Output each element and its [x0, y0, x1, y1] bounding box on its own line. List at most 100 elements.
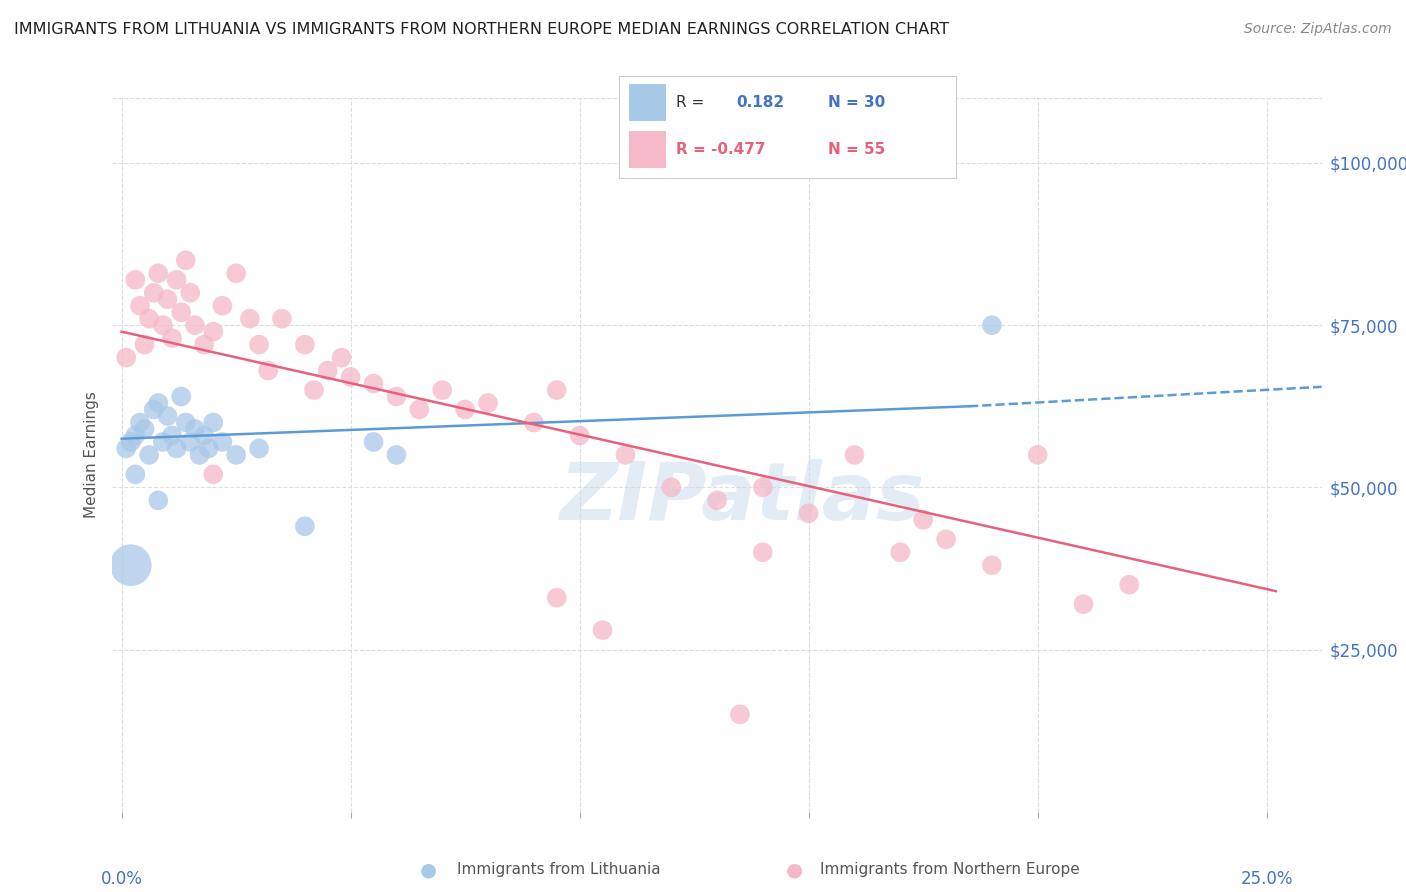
Point [294, 337, 316, 351]
Point [148, 493, 170, 508]
Point [271, 311, 294, 326]
Point [179, 285, 201, 300]
Point [889, 545, 911, 559]
Point [477, 396, 499, 410]
Text: Immigrants from Northern Europe: Immigrants from Northern Europe [820, 863, 1080, 877]
Point [202, 416, 225, 430]
Point [115, 351, 138, 365]
Point [184, 422, 207, 436]
Point [156, 409, 179, 423]
Point [202, 467, 225, 482]
Point [316, 363, 339, 377]
Text: Source: ZipAtlas.com: Source: ZipAtlas.com [1244, 22, 1392, 37]
Point [330, 351, 353, 365]
Point [115, 442, 138, 456]
Text: N = 55: N = 55 [828, 142, 886, 157]
Text: ZIPatlas: ZIPatlas [558, 458, 924, 537]
Point [247, 442, 270, 456]
Point [1026, 448, 1049, 462]
Point [339, 370, 361, 384]
Point [408, 402, 430, 417]
Point [659, 480, 682, 494]
Point [225, 448, 247, 462]
Point [197, 442, 219, 456]
FancyBboxPatch shape [628, 84, 666, 121]
Point [142, 285, 165, 300]
Point [184, 318, 207, 333]
Point [546, 383, 568, 397]
Point [523, 416, 546, 430]
Point [239, 311, 262, 326]
Point [614, 448, 637, 462]
Point [166, 273, 188, 287]
Point [174, 253, 197, 268]
Point [134, 337, 156, 351]
Text: 25.0%: 25.0% [1240, 870, 1294, 888]
Point [138, 448, 160, 462]
Point [363, 434, 385, 449]
Point [152, 318, 174, 333]
Point [188, 448, 211, 462]
Point [1073, 597, 1095, 611]
Point [302, 383, 325, 397]
Point [592, 623, 614, 637]
Point [124, 273, 146, 287]
Text: N = 30: N = 30 [828, 95, 886, 110]
Point [170, 390, 193, 404]
Text: ●: ● [786, 860, 803, 880]
Point [134, 422, 156, 436]
Point [568, 428, 591, 442]
Text: ●: ● [420, 860, 437, 880]
Point [170, 305, 193, 319]
Point [124, 428, 146, 442]
Text: R = -0.477: R = -0.477 [676, 142, 765, 157]
Point [935, 533, 957, 547]
Point [363, 376, 385, 391]
Text: IMMIGRANTS FROM LITHUANIA VS IMMIGRANTS FROM NORTHERN EUROPE MEDIAN EARNINGS COR: IMMIGRANTS FROM LITHUANIA VS IMMIGRANTS … [14, 22, 949, 37]
Point [211, 299, 233, 313]
Text: 0.0%: 0.0% [101, 870, 142, 888]
Point [166, 442, 188, 456]
Point [797, 506, 820, 520]
Point [138, 311, 160, 326]
Point [202, 325, 225, 339]
Point [148, 266, 170, 280]
FancyBboxPatch shape [628, 131, 666, 168]
Point [148, 396, 170, 410]
Point [432, 383, 454, 397]
Point [546, 591, 568, 605]
Point [247, 337, 270, 351]
Point [124, 467, 146, 482]
Point [257, 363, 280, 377]
Point [129, 299, 152, 313]
Text: Immigrants from Lithuania: Immigrants from Lithuania [457, 863, 661, 877]
Point [385, 448, 408, 462]
Point [193, 428, 215, 442]
Point [193, 337, 215, 351]
Point [980, 558, 1002, 573]
Point [728, 707, 751, 722]
Point [156, 292, 179, 306]
Point [912, 513, 935, 527]
Point [174, 416, 197, 430]
Point [706, 493, 728, 508]
Point [120, 558, 142, 573]
Point [211, 434, 233, 449]
Point [179, 434, 201, 449]
Point [1118, 577, 1140, 591]
Point [225, 266, 247, 280]
Point [142, 402, 165, 417]
Point [160, 428, 183, 442]
Text: 0.182: 0.182 [737, 95, 785, 110]
Point [844, 448, 866, 462]
Point [160, 331, 183, 345]
Point [294, 519, 316, 533]
Point [454, 402, 477, 417]
Text: R =: R = [676, 95, 704, 110]
Point [120, 434, 142, 449]
Y-axis label: Median Earnings: Median Earnings [83, 392, 98, 518]
Point [385, 390, 408, 404]
Point [980, 318, 1002, 333]
Point [152, 434, 174, 449]
Point [752, 480, 775, 494]
